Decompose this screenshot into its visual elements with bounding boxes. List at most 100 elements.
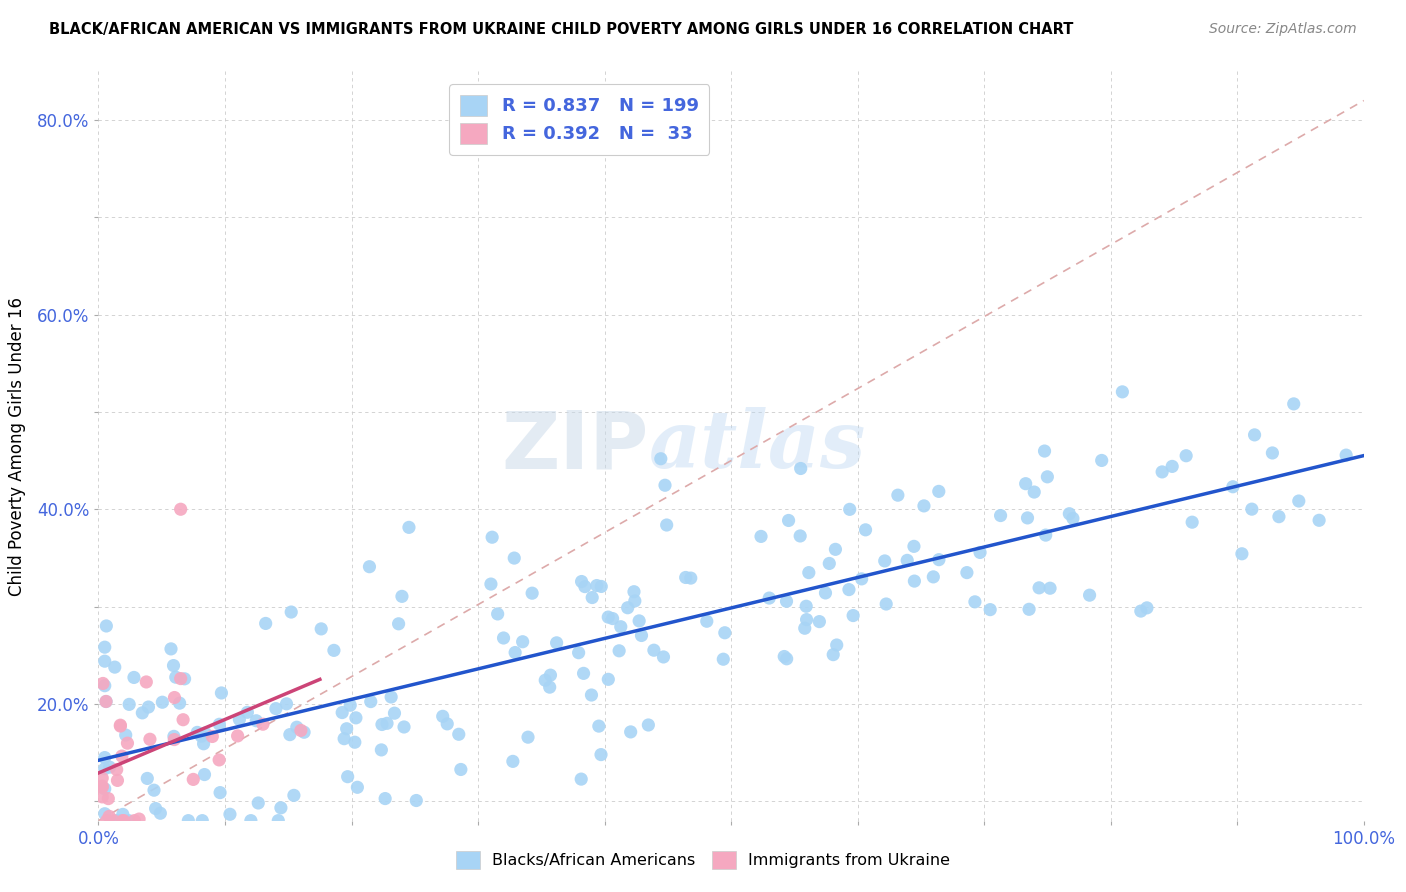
Point	[1024, 485, 1046, 500]
Point	[104, 660, 127, 674]
Point	[928, 552, 950, 566]
Point	[922, 570, 945, 584]
Point	[503, 551, 526, 566]
Point	[591, 579, 613, 593]
Point	[405, 793, 427, 807]
Point	[228, 713, 250, 727]
Point	[226, 729, 249, 743]
Point	[650, 451, 672, 466]
Point	[111, 807, 134, 822]
Point	[775, 652, 797, 666]
Point	[602, 611, 624, 625]
Point	[903, 540, 925, 554]
Point	[236, 706, 259, 720]
Point	[789, 529, 811, 543]
Legend: R = 0.837   N = 199, R = 0.392   N =  33: R = 0.837 N = 199, R = 0.392 N = 33	[449, 84, 710, 154]
Point	[825, 638, 848, 652]
Point	[714, 625, 737, 640]
Point	[108, 814, 131, 828]
Point	[219, 807, 242, 822]
Point	[1059, 507, 1081, 521]
Point	[103, 814, 125, 828]
Point	[111, 749, 134, 764]
Point	[574, 580, 596, 594]
Point	[447, 727, 470, 741]
Point	[896, 553, 918, 567]
Point	[1222, 480, 1244, 494]
Point	[93, 640, 117, 655]
Point	[208, 717, 231, 731]
Point	[163, 690, 186, 705]
Point	[610, 620, 633, 634]
Text: BLACK/AFRICAN AMERICAN VS IMMIGRANTS FROM UKRAINE CHILD POVERTY AMONG GIRLS UNDE: BLACK/AFRICAN AMERICAN VS IMMIGRANTS FRO…	[49, 22, 1074, 37]
Point	[346, 780, 368, 795]
Point	[388, 616, 411, 631]
Point	[93, 679, 117, 693]
Point	[797, 566, 820, 580]
Point	[512, 634, 534, 648]
Point	[118, 814, 141, 828]
Point	[1308, 513, 1330, 527]
Point	[107, 773, 129, 788]
Point	[855, 523, 877, 537]
Point	[571, 574, 593, 589]
Point	[333, 731, 356, 746]
Point	[145, 801, 167, 815]
Point	[190, 729, 212, 743]
Text: Source: ZipAtlas.com: Source: ZipAtlas.com	[1209, 22, 1357, 37]
Point	[110, 719, 132, 733]
Point	[581, 591, 603, 605]
Point	[873, 554, 896, 568]
Point	[93, 762, 117, 776]
Point	[808, 615, 831, 629]
Point	[538, 680, 561, 694]
Point	[1181, 515, 1204, 529]
Point	[1334, 448, 1357, 462]
Point	[1136, 600, 1159, 615]
Point	[359, 559, 381, 574]
Point	[285, 720, 308, 734]
Point	[336, 722, 359, 736]
Point	[628, 614, 651, 628]
Point	[165, 670, 187, 684]
Point	[1161, 459, 1184, 474]
Point	[479, 577, 502, 591]
Point	[91, 771, 114, 785]
Point	[436, 717, 458, 731]
Point	[912, 499, 935, 513]
Point	[247, 796, 270, 810]
Point	[177, 814, 200, 828]
Point	[93, 806, 117, 821]
Point	[330, 706, 353, 720]
Point	[1152, 465, 1174, 479]
Point	[956, 566, 979, 580]
Point	[969, 545, 991, 559]
Point	[696, 614, 718, 628]
Point	[589, 747, 612, 762]
Point	[655, 518, 678, 533]
Point	[585, 578, 607, 592]
Point	[775, 594, 797, 608]
Point	[824, 542, 846, 557]
Point	[1261, 446, 1284, 460]
Point	[264, 701, 287, 715]
Point	[135, 675, 157, 690]
Point	[1268, 509, 1291, 524]
Point	[652, 649, 675, 664]
Point	[91, 779, 114, 793]
Point	[789, 461, 811, 475]
Point	[838, 502, 860, 516]
Point	[375, 716, 398, 731]
Point	[292, 725, 315, 739]
Point	[851, 572, 873, 586]
Point	[1036, 470, 1059, 484]
Point	[758, 591, 780, 605]
Point	[624, 594, 647, 608]
Point	[598, 610, 620, 624]
Point	[679, 571, 702, 585]
Point	[97, 791, 120, 805]
Point	[245, 714, 267, 728]
Point	[193, 737, 215, 751]
Point	[903, 574, 925, 588]
Point	[239, 814, 262, 828]
